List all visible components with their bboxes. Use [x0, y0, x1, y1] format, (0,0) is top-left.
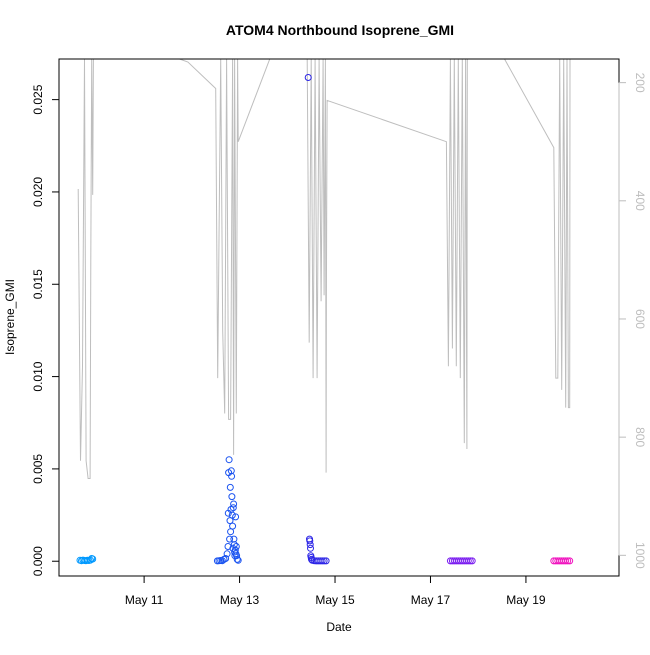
- data-point: [224, 543, 232, 550]
- data-point: [306, 541, 314, 549]
- data-point: [464, 557, 472, 565]
- data-point: [228, 511, 236, 519]
- x-tick-label: May 19: [506, 593, 546, 607]
- data-point: [222, 555, 230, 562]
- y-tick-label: 0.010: [31, 361, 45, 391]
- data-point: [230, 500, 238, 508]
- data-point: [232, 513, 240, 521]
- y-tick-label: 0.025: [31, 84, 45, 114]
- data-point: [229, 522, 237, 530]
- data-point: [223, 550, 231, 558]
- pressure-layer: [77, 59, 571, 479]
- data-point: [228, 493, 236, 501]
- data-point: [466, 557, 474, 565]
- y2-tick-label: 200: [633, 73, 647, 93]
- data-point: [234, 556, 242, 564]
- y-axis-right: 200 400 600 800 1000: [618, 73, 647, 569]
- x-tick-label: May 15: [315, 593, 355, 607]
- data-point: [562, 557, 570, 565]
- y2-tick-label: 800: [633, 427, 647, 447]
- y-axis-left: 0.000 0.005 0.010 0.015 0.020 0.025: [31, 84, 60, 576]
- data-point: [320, 557, 328, 565]
- y2-tick-label: 400: [633, 191, 647, 211]
- data-point: [307, 544, 314, 552]
- series-2: [213, 456, 242, 565]
- data-point: [322, 557, 330, 565]
- y2-tick-label: 1000: [633, 542, 647, 569]
- x-axis-title: Date: [326, 620, 352, 634]
- data-point: [306, 537, 314, 545]
- data-point: [89, 555, 97, 563]
- x-axis: May 11 May 13 May 15 May 17 May 19: [125, 575, 546, 607]
- y-tick-label: 0.015: [31, 269, 45, 299]
- y-axis-title: Isoprene_GMI: [3, 279, 17, 355]
- data-point: [226, 535, 234, 543]
- data-point: [566, 557, 574, 565]
- y-tick-label: 0.020: [31, 177, 45, 207]
- data-point: [228, 472, 236, 480]
- series-3: [304, 74, 330, 565]
- data-point: [468, 557, 476, 565]
- pressure-line: [77, 59, 571, 479]
- data-point: [229, 504, 237, 512]
- data-point: [232, 543, 240, 550]
- series-4: [446, 557, 476, 565]
- y-tick-label: 0.000: [31, 546, 45, 576]
- points-layer: [76, 74, 574, 565]
- series-1: [76, 555, 97, 565]
- y-tick-label: 0.005: [31, 454, 45, 484]
- data-point: [226, 483, 234, 491]
- data-point: [304, 74, 312, 81]
- data-point: [318, 557, 326, 565]
- chart-title: ATOM4 Northbound Isoprene_GMI: [226, 22, 454, 38]
- x-tick-label: May 13: [220, 593, 260, 607]
- data-point: [233, 552, 241, 560]
- x-tick-label: May 11: [125, 593, 164, 607]
- data-point: [564, 557, 572, 565]
- data-point: [225, 456, 233, 464]
- data-point: [233, 555, 241, 563]
- x-tick-label: May 17: [411, 593, 451, 607]
- y2-tick-label: 600: [633, 309, 647, 329]
- series-5: [550, 557, 574, 565]
